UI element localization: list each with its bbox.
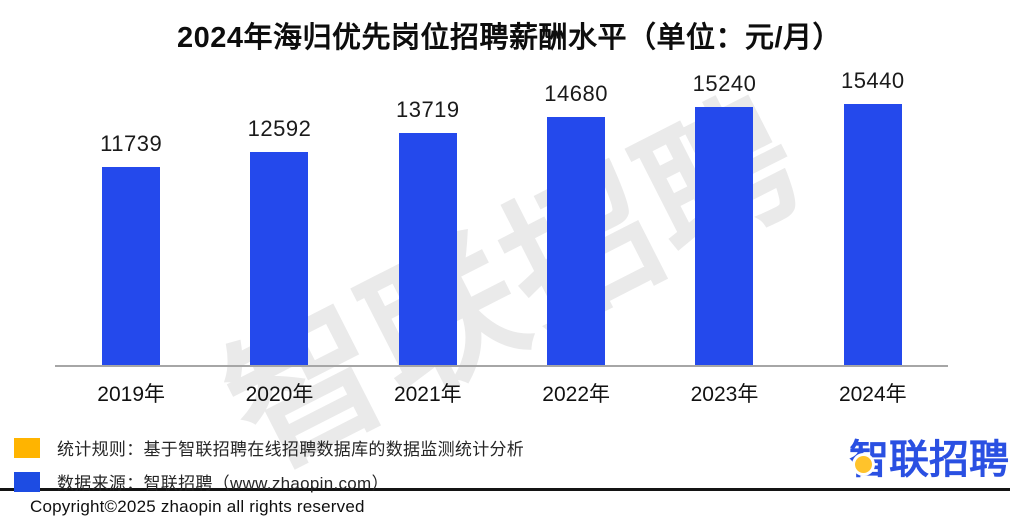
bar-column-2021年: 13719: [354, 60, 502, 365]
bar-value-label: 14680: [544, 80, 608, 106]
x-tick-label: 2021年: [393, 383, 462, 406]
x-tick-label: 2023年: [690, 383, 759, 406]
bar-column-2019年: 11739: [57, 60, 205, 365]
copyright-text: Copyright©2025 zhaopin all rights reserv…: [30, 497, 365, 516]
logo-yellow-dot-icon: [855, 456, 872, 473]
bar-2024年: [843, 104, 902, 365]
zhaopin-logo: 智联招聘: [849, 436, 1009, 484]
bottom-divider: [0, 488, 1010, 491]
footnote-legend: 统计规则：基于智联招聘在线招聘数据库的数据监测统计分析 数据来源：智联招聘（ww…: [14, 435, 524, 494]
bar-value-label: 13719: [395, 96, 460, 122]
bar-2021年: [398, 133, 457, 365]
plot-area: 11739 12592 13719 14680 15240 15440: [57, 60, 947, 365]
bar-2022年: [547, 117, 606, 365]
legend-row-statistic-rule: 统计规则：基于智联招聘在线招聘数据库的数据监测统计分析: [14, 435, 524, 460]
bar-2020年: [250, 152, 309, 365]
bar-value-label: 11739: [100, 130, 163, 156]
bar-2023年: [695, 107, 754, 365]
logo-first-char: 智: [849, 436, 889, 484]
chart-title: 2024年海归优先岗位招聘薪酬水平（单位：元/月）: [176, 22, 843, 54]
bar-column-2020年: 12592: [205, 60, 353, 365]
bar-value-label: 15240: [692, 70, 757, 96]
x-tick-label: 2020年: [245, 383, 314, 406]
bar-value-label: 12592: [247, 115, 312, 141]
bar-column-2023年: 15240: [650, 60, 798, 365]
x-tick-label: 2019年: [97, 383, 166, 406]
statistic-rule-text: 统计规则：基于智联招聘在线招聘数据库的数据监测统计分析: [57, 440, 525, 459]
bar-2019年: [102, 167, 161, 365]
yellow-swatch-icon: [14, 437, 40, 458]
bar-value-label: 15440: [840, 67, 905, 93]
x-tick-label: 2022年: [542, 383, 610, 406]
bar-column-2022年: 14680: [502, 60, 650, 365]
chart-columns: 11739 12592 13719 14680 15240 15440: [57, 60, 947, 365]
bar-column-2024年: 15440: [799, 60, 947, 365]
data-source-text: 数据来源：智联招聘（www.zhaopin.com）: [57, 474, 389, 493]
x-axis-labels: 2019年 2020年 2021年 2022年 2023年 2024年: [57, 378, 947, 408]
x-tick-label: 2024年: [838, 383, 907, 406]
x-axis-line: [55, 365, 948, 367]
legend-row-data-source: 数据来源：智联招聘（www.zhaopin.com）: [14, 469, 524, 494]
logo-rest-chars: 联招聘: [889, 438, 1009, 482]
blue-swatch-icon: [14, 471, 40, 492]
